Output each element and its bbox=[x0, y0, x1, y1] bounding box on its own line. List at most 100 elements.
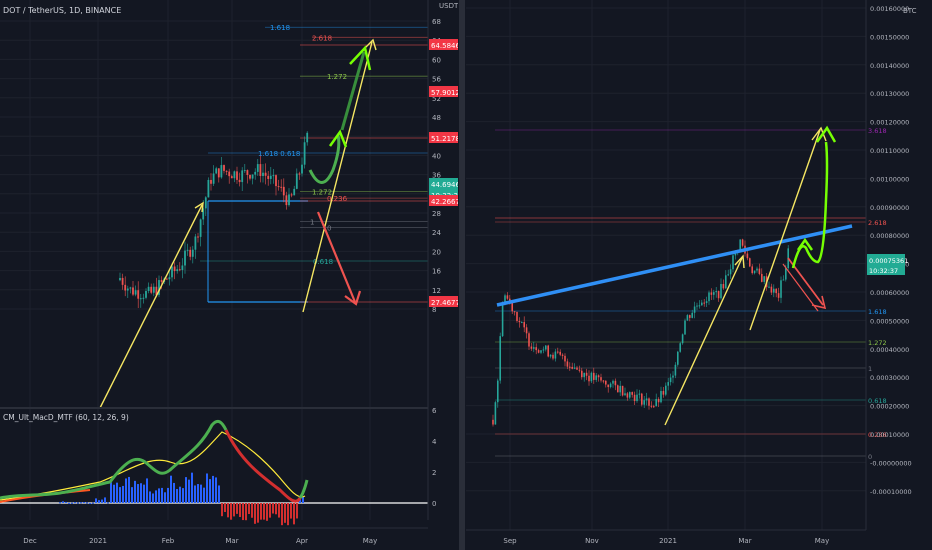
candle-body bbox=[787, 248, 789, 269]
histogram-bar bbox=[62, 501, 64, 503]
candle-body bbox=[249, 174, 251, 179]
candle-body bbox=[770, 286, 773, 293]
histogram-bar bbox=[218, 485, 220, 503]
candle-body bbox=[607, 384, 609, 388]
candle-body bbox=[564, 355, 566, 362]
arrowhead bbox=[811, 126, 827, 142]
candle-body bbox=[158, 280, 160, 295]
histogram-bar bbox=[137, 484, 139, 503]
candle-body bbox=[282, 186, 285, 196]
histogram-bar bbox=[188, 479, 190, 503]
price-badge-text: 44.6946 bbox=[431, 181, 458, 189]
candle-body bbox=[650, 405, 653, 407]
candle-body bbox=[684, 320, 686, 335]
histogram-bar bbox=[203, 487, 205, 503]
candle-body bbox=[303, 142, 306, 165]
candle-body bbox=[578, 369, 581, 371]
histogram-bar bbox=[191, 472, 193, 503]
price-tick: 28 bbox=[432, 210, 441, 218]
candle-body bbox=[494, 402, 497, 425]
arrowhead bbox=[815, 125, 837, 143]
histogram-bar bbox=[149, 491, 151, 503]
histogram-bar bbox=[104, 497, 106, 503]
candle-body bbox=[614, 380, 617, 386]
candle-body bbox=[160, 280, 163, 282]
bullish-curve bbox=[791, 141, 829, 269]
price-badge bbox=[867, 264, 905, 275]
price-tick: 0.00120000 bbox=[870, 119, 909, 127]
histogram-bar bbox=[215, 477, 217, 503]
price-tick: 0.00160000 bbox=[870, 5, 909, 13]
candle-body bbox=[585, 372, 588, 376]
histogram-bar bbox=[98, 500, 100, 503]
candle-body bbox=[641, 393, 643, 405]
candle-body bbox=[215, 168, 218, 174]
candle-body bbox=[217, 168, 220, 178]
time-tick: Feb bbox=[162, 537, 175, 545]
candle-body bbox=[636, 394, 638, 402]
candle-body bbox=[301, 164, 303, 174]
fib-level-label: 1.272 bbox=[312, 188, 332, 196]
candle-body bbox=[595, 375, 597, 380]
candle-body bbox=[168, 277, 171, 280]
price-tick: -0.00010000 bbox=[870, 488, 912, 496]
candle-body bbox=[583, 372, 585, 378]
price-tick: 0.00100000 bbox=[870, 175, 909, 183]
candle-body bbox=[573, 367, 576, 369]
candle-body bbox=[202, 208, 205, 220]
candle-body bbox=[197, 236, 199, 238]
candle-body bbox=[761, 273, 763, 282]
price-badge bbox=[429, 39, 458, 50]
arrowhead bbox=[364, 38, 377, 51]
indicator-tick: 6 bbox=[432, 407, 437, 415]
price-badge bbox=[429, 195, 458, 206]
projection-line bbox=[302, 41, 373, 313]
candle-body bbox=[150, 286, 153, 293]
candle-body bbox=[132, 287, 134, 295]
candle-body bbox=[223, 165, 225, 171]
candle-body bbox=[290, 194, 293, 196]
fib-level-label: 1 bbox=[310, 219, 314, 227]
arrowhead bbox=[796, 237, 814, 251]
candle-body bbox=[708, 292, 710, 302]
histogram-bar bbox=[293, 503, 295, 525]
histogram-bar bbox=[107, 502, 109, 504]
candle-body bbox=[533, 347, 535, 349]
price-tick: 12 bbox=[432, 287, 441, 295]
candle-body bbox=[181, 265, 184, 271]
candle-body bbox=[540, 350, 542, 353]
histogram-bar bbox=[197, 484, 199, 503]
arrowhead bbox=[349, 45, 372, 71]
price-badge-text: 10:32:37 bbox=[869, 267, 898, 275]
bullish-arrow bbox=[340, 51, 366, 131]
price-tick: 60 bbox=[432, 56, 441, 64]
price-badge bbox=[429, 178, 458, 189]
candle-body bbox=[142, 297, 145, 299]
histogram-bar bbox=[83, 502, 85, 504]
candle-body bbox=[621, 385, 624, 396]
candle-body bbox=[612, 380, 614, 384]
histogram-bar bbox=[200, 484, 202, 503]
candle-body bbox=[609, 383, 612, 388]
histogram-bar bbox=[89, 502, 91, 504]
candle-body bbox=[780, 280, 782, 298]
symbol-label: BTC bbox=[903, 7, 917, 15]
histogram-bar bbox=[275, 503, 277, 515]
histogram-bar bbox=[125, 478, 127, 503]
price-tick: 0.00010000 bbox=[870, 431, 909, 439]
candle-body bbox=[679, 343, 681, 352]
candle-body bbox=[194, 236, 197, 250]
candle-body bbox=[155, 286, 158, 295]
candle-body bbox=[705, 301, 708, 303]
candle-body bbox=[521, 322, 523, 324]
candle-body bbox=[559, 351, 561, 355]
candle-body bbox=[171, 266, 173, 278]
candle-body bbox=[571, 366, 573, 369]
candle-body bbox=[129, 287, 132, 289]
candle-body bbox=[710, 292, 713, 295]
histogram-bar bbox=[71, 502, 73, 504]
candle-body bbox=[576, 367, 578, 370]
arrowhead bbox=[811, 295, 827, 310]
histogram-bar bbox=[239, 503, 241, 517]
